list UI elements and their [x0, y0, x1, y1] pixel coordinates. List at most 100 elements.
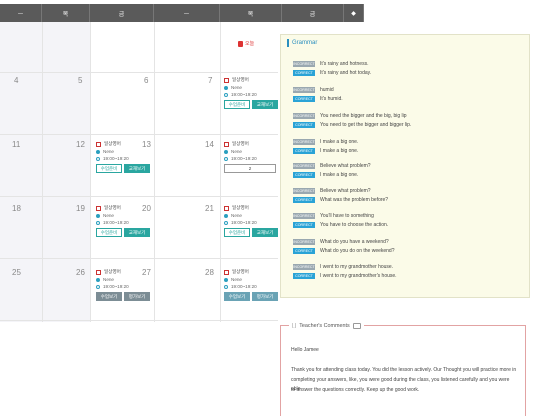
- grammar-title-row: Grammar: [287, 39, 317, 47]
- correct-tag: CORRECT: [293, 197, 315, 203]
- textbook-button[interactable]: 교재보기: [124, 164, 150, 173]
- grammar-line: INCORRECT It's rainy and hotness.: [293, 61, 368, 67]
- day-number: 11: [12, 140, 21, 149]
- prepare-button[interactable]: 수업준비: [224, 100, 250, 109]
- day-number: 26: [76, 268, 85, 277]
- textbook-button[interactable]: 교재보기: [252, 100, 278, 109]
- grammar-text: I went to my grandmother house.: [320, 264, 394, 270]
- grammar-line: CORRECT You have to choose the action.: [293, 222, 388, 228]
- grammar-text: You need to get the bigger and bigger li…: [320, 122, 412, 128]
- lesson-time: 19:00~19:20: [231, 220, 257, 225]
- view-lesson-button[interactable]: 수업보기: [96, 292, 122, 301]
- lesson-entry[interactable]: 일상영어 Nene 19:00~19:20 2: [224, 140, 276, 173]
- day-number: 4: [14, 76, 19, 85]
- bracket-icon: ⌊⌋: [292, 323, 297, 329]
- lesson-title: 일상영어: [104, 269, 121, 274]
- incorrect-tag: INCORRECT: [293, 213, 315, 219]
- incorrect-tag: INCORRECT: [293, 188, 315, 194]
- grammar-text: You'll have to something: [320, 213, 374, 219]
- grammar-text: humid: [320, 87, 334, 93]
- lesson-title: 일상영어: [232, 141, 249, 146]
- weekday-label: ㅡ: [17, 11, 24, 18]
- grammar-line: INCORRECT humid: [293, 87, 334, 93]
- grammar-line: INCORRECT I make a big one.: [293, 139, 358, 145]
- grammar-text: I make a big one.: [320, 139, 359, 145]
- correct-tag: CORRECT: [293, 248, 315, 254]
- grammar-panel: Grammar INCORRECT It's rainy and hotness.…: [280, 34, 530, 298]
- prepare-button[interactable]: 수업준비: [224, 228, 250, 237]
- user-icon: [96, 213, 100, 218]
- lesson-entry[interactable]: 일상영어 Nene 19:00~19:20 수업보기 평가보기: [224, 268, 278, 301]
- lesson-title: 일상영어: [104, 141, 121, 146]
- lesson-entry[interactable]: 일상영어 Nene 19:00~19:20 수업준비 교재보기: [96, 204, 150, 237]
- clock-icon: [96, 156, 100, 161]
- clock-icon: [224, 220, 228, 225]
- weekday-header-1: 목: [42, 4, 90, 22]
- correct-tag: CORRECT: [293, 122, 315, 128]
- teacher-name: Nene: [231, 213, 242, 218]
- today-label: 오늘: [245, 41, 255, 47]
- day-number: 20: [142, 204, 151, 213]
- weekday-label: 금: [118, 11, 125, 18]
- clock-icon: [224, 92, 228, 97]
- checkbox-icon: [224, 269, 229, 275]
- day-number: 25: [12, 268, 21, 277]
- grammar-text: I make a big one.: [320, 148, 359, 154]
- checkbox-icon: [224, 77, 229, 83]
- weekday-header-5: 금: [282, 4, 344, 22]
- lesson-time: 19:00~19:20: [231, 92, 257, 97]
- weekday-header-0: ㅡ: [0, 4, 42, 22]
- view-evaluation-button[interactable]: 평가보기: [124, 292, 150, 301]
- lesson-entry[interactable]: 일상영어 Nene 19:00~19:20 수업보기 평가보기: [96, 268, 150, 301]
- incorrect-tag: INCORRECT: [293, 163, 315, 169]
- grammar-text: I make a big one.: [320, 172, 359, 178]
- grammar-line: INCORRECT I went to my grandmother house.: [293, 264, 393, 270]
- grammar-line: CORRECT What do you do on the weekend?: [293, 248, 395, 254]
- grammar-text: What do you do on the weekend?: [320, 248, 395, 254]
- weekday-header-3: ㅡ: [154, 4, 220, 22]
- user-icon: [224, 149, 228, 154]
- day-number: 12: [76, 140, 85, 149]
- grammar-text: It's rainy and hot today.: [320, 70, 372, 76]
- view-lesson-button[interactable]: 수업보기: [224, 292, 250, 301]
- lesson-entry[interactable]: 일상영어 Nene 19:00~19:20 수업준비 교재보기: [224, 204, 278, 237]
- correct-tag: CORRECT: [293, 70, 315, 76]
- incorrect-tag: INCORRECT: [293, 87, 315, 93]
- correct-tag: CORRECT: [293, 222, 315, 228]
- textbook-button[interactable]: 교재보기: [124, 228, 150, 237]
- teacher-comment-line: completing your answers, like, you were …: [291, 377, 510, 392]
- clock-icon: [224, 156, 228, 161]
- teacher-name: Nene: [103, 149, 114, 154]
- page-input[interactable]: 2: [224, 164, 276, 173]
- thumb-icon: [238, 40, 243, 47]
- teacher-name: Nene: [231, 85, 242, 90]
- weekday-label: 목: [62, 11, 69, 18]
- teacher-name: Nene: [231, 149, 242, 154]
- user-icon: [224, 85, 228, 90]
- incorrect-tag: INCORRECT: [293, 239, 315, 245]
- prepare-button[interactable]: 수업준비: [96, 164, 122, 173]
- lesson-entry[interactable]: 일상영어 Nene 19:00~19:20 수업준비 교재보기: [224, 76, 278, 109]
- bracket-icon: [287, 39, 289, 47]
- correct-tag: CORRECT: [293, 172, 315, 178]
- grammar-line: INCORRECT What do you have a weekend?: [293, 239, 389, 245]
- grammar-line: INCORRECT You need the bigger and the big…: [293, 113, 407, 119]
- close-header-button[interactable]: ◆: [344, 4, 364, 22]
- view-evaluation-button[interactable]: 평가보기: [252, 292, 278, 301]
- grammar-text: What do you have a weekend?: [320, 239, 389, 245]
- lesson-entry[interactable]: 일상영어 Nene 19:00~19:20 수업준비 교재보기: [96, 140, 150, 173]
- user-icon: [224, 213, 228, 218]
- day-number: 21: [205, 204, 214, 213]
- weekend-column: [42, 22, 90, 322]
- grammar-line: CORRECT You need to get the bigger and bi…: [293, 122, 411, 128]
- day-number: 18: [12, 204, 21, 213]
- prepare-button[interactable]: 수업준비: [96, 228, 122, 237]
- lesson-time: 19:00~19:20: [103, 156, 129, 161]
- incorrect-tag: INCORRECT: [293, 139, 315, 145]
- grammar-text: It's humid.: [320, 96, 343, 102]
- speech-icon: [352, 323, 361, 329]
- textbook-button[interactable]: 교재보기: [252, 228, 278, 237]
- lesson-title: 일상영어: [232, 205, 249, 210]
- weekday-label: 금: [309, 11, 316, 18]
- grammar-line: INCORRECT Believe what problem?: [293, 188, 371, 194]
